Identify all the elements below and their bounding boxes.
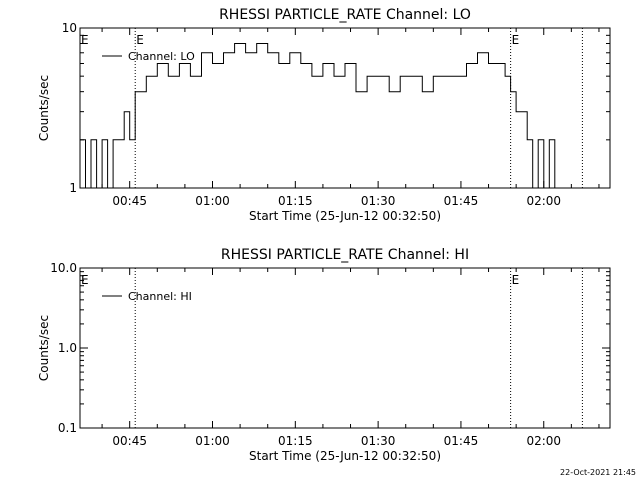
- chart1-ytick-label: 10: [62, 21, 77, 35]
- chart2-ytick-label: 0.1: [58, 421, 77, 435]
- footer-timestamp: 22-Oct-2021 21:45: [560, 468, 636, 477]
- chart2-legend-label: Channel: HI: [128, 290, 192, 303]
- chart2-marker-label: E: [512, 273, 520, 287]
- chart2-ytick-label: 10.0: [50, 261, 77, 275]
- chart1-xtick-label: 02:00: [526, 194, 561, 208]
- chart2-ylabel: Counts/sec: [37, 315, 51, 381]
- chart2-title: RHESSI PARTICLE_RATE Channel: HI: [221, 247, 469, 263]
- chart1-xtick-label: 00:45: [112, 194, 147, 208]
- chart1-marker-label: E: [136, 33, 144, 47]
- chart1-series-channel-lo: [80, 43, 558, 189]
- chart1-xlabel: Start Time (25-Jun-12 00:32:50): [249, 209, 441, 223]
- chart2-xtick-label: 00:45: [112, 434, 147, 448]
- chart2-edge-label: E: [81, 273, 89, 287]
- chart2-ytick-label: 1.0: [58, 341, 77, 355]
- chart2-xtick-label: 01:15: [278, 434, 313, 448]
- chart2-xtick-label: 01:45: [444, 434, 479, 448]
- chart1-legend-label: Channel: LO: [128, 50, 195, 63]
- chart1-title: RHESSI PARTICLE_RATE Channel: LO: [219, 7, 471, 23]
- chart2-xtick-label: 02:00: [526, 434, 561, 448]
- chart1-xtick-label: 01:45: [444, 194, 479, 208]
- chart1-ylabel: Counts/sec: [37, 75, 51, 141]
- chart1-xtick-label: 01:15: [278, 194, 313, 208]
- chart1-xtick-label: 01:00: [195, 194, 230, 208]
- chart1-frame: [79, 27, 611, 189]
- chart1-xtick-label: 01:30: [361, 194, 396, 208]
- chart1-marker-label: E: [512, 33, 520, 47]
- chart1-edge-label: E: [81, 33, 89, 47]
- chart2-xtick-label: 01:30: [361, 434, 396, 448]
- chart2-xtick-label: 01:00: [195, 434, 230, 448]
- chart2-xlabel: Start Time (25-Jun-12 00:32:50): [249, 449, 441, 463]
- chart1-ytick-label: 1: [69, 181, 77, 195]
